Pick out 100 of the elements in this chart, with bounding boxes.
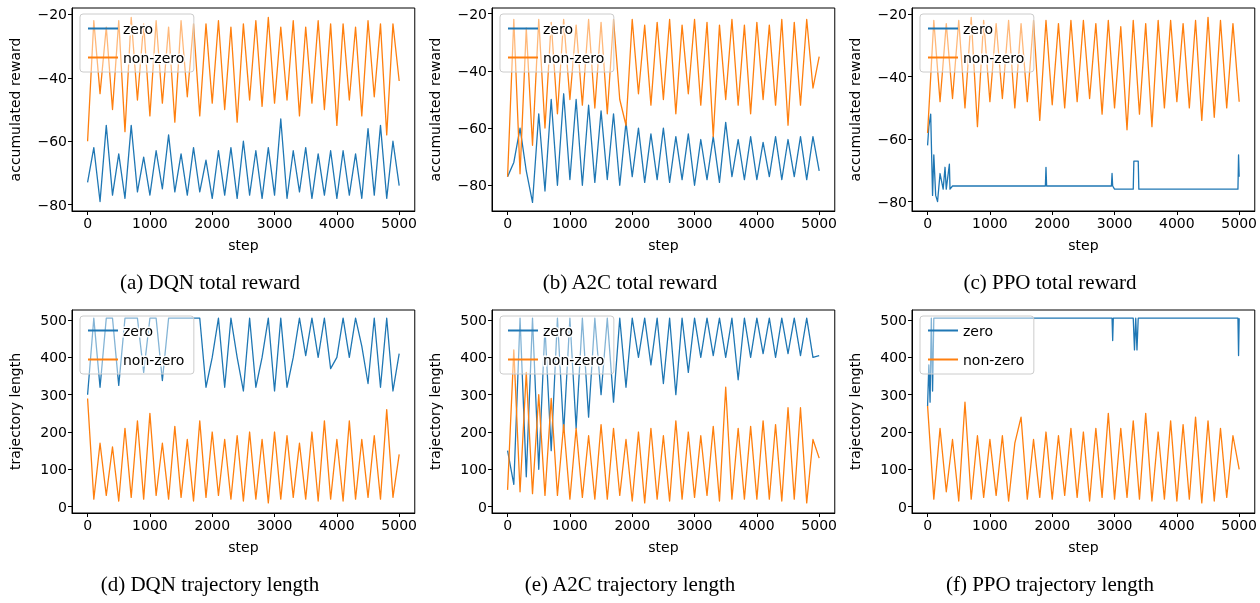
y-axis-title: accumulated reward: [847, 37, 863, 182]
x-tick-label: 2000: [194, 215, 231, 231]
x-axis-title: step: [1068, 539, 1099, 555]
y-tick-label: −60: [37, 133, 67, 150]
line-series: [506, 349, 820, 504]
legend-label: zero: [123, 20, 153, 37]
legend-label: non-zero: [123, 351, 185, 368]
x-tick-label: 1000: [132, 517, 168, 533]
line-series: [86, 16, 400, 142]
y-tick-label: 300: [460, 386, 487, 403]
y-axis-title: trajectory length: [847, 352, 863, 471]
y-tick-label: 0: [58, 498, 67, 515]
text: (a) DQN total reward: [119, 269, 301, 294]
line-series: [86, 317, 400, 396]
line-series: [506, 18, 820, 178]
legend-label: zero: [123, 322, 153, 339]
x-tick-label: 4000: [739, 215, 775, 231]
y-tick-label: 0: [478, 498, 487, 515]
y-axis-title: trajectory length: [7, 352, 23, 471]
x-tick-label: 4000: [739, 517, 775, 533]
y-axis-title: accumulated reward: [7, 37, 23, 182]
x-tick-label: 5000: [1221, 215, 1258, 231]
x-tick-label: 3000: [676, 517, 713, 533]
x-tick-label: 5000: [1221, 517, 1258, 533]
x-tick-label: 4000: [319, 517, 355, 533]
legend-label: zero: [543, 322, 573, 339]
legend-label: non-zero: [543, 49, 605, 66]
legend-label: non-zero: [963, 351, 1025, 368]
y-tick-label: −20: [877, 6, 907, 23]
x-axis-title: step: [648, 539, 679, 555]
y-tick-label: 500: [880, 312, 907, 329]
y-tick-label: 500: [460, 312, 487, 329]
text: (d) DQN trajectory length: [100, 571, 320, 596]
y-axis-title: trajectory length: [427, 352, 443, 471]
x-tick-label: 0: [83, 517, 93, 533]
x-tick-label: 0: [923, 215, 933, 231]
x-tick-label: 5000: [801, 215, 838, 231]
x-tick-label: 2000: [614, 215, 651, 231]
x-tick-label: 5000: [801, 517, 838, 533]
x-tick-label: 3000: [1096, 215, 1133, 231]
y-tick-label: −20: [37, 6, 67, 23]
x-tick-label: 1000: [552, 215, 588, 231]
x-tick-label: 2000: [194, 517, 231, 533]
x-tick-label: 0: [503, 517, 513, 533]
text: (e) A2C trajectory length: [524, 571, 736, 596]
y-tick-label: 400: [40, 349, 67, 366]
x-axis-title: step: [648, 237, 679, 253]
x-tick-label: 3000: [256, 517, 293, 533]
y-tick-label: 100: [460, 461, 487, 478]
legend-label: non-zero: [963, 49, 1025, 66]
x-tick-label: 4000: [1159, 215, 1195, 231]
x-tick-label: 5000: [381, 215, 418, 231]
x-axis-title: step: [228, 539, 259, 555]
y-tick-label: 400: [460, 349, 487, 366]
x-tick-label: 1000: [972, 215, 1008, 231]
y-tick-label: −40: [457, 62, 487, 79]
text: (b) A2C total reward: [542, 269, 718, 294]
y-axis-title: accumulated reward: [427, 37, 443, 182]
line-series: [86, 118, 400, 203]
x-tick-label: 5000: [381, 517, 418, 533]
line-series: [926, 16, 1240, 134]
x-tick-label: 0: [923, 517, 933, 533]
y-tick-label: 200: [460, 424, 487, 441]
x-tick-label: 4000: [319, 215, 355, 231]
x-tick-label: 3000: [256, 215, 293, 231]
line-series: [86, 397, 400, 504]
y-tick-label: −40: [37, 69, 67, 86]
x-tick-label: 2000: [614, 517, 651, 533]
y-tick-label: 100: [40, 461, 67, 478]
line-series: [506, 93, 820, 204]
line-series: [926, 401, 1240, 504]
legend-label: non-zero: [543, 351, 605, 368]
x-tick-label: 2000: [1034, 215, 1071, 231]
x-tick-label: 4000: [1159, 517, 1195, 533]
y-tick-label: 200: [40, 424, 67, 441]
y-tick-label: 300: [40, 386, 67, 403]
y-tick-label: 0: [898, 498, 907, 515]
y-tick-label: −40: [877, 68, 907, 85]
x-tick-label: 1000: [972, 517, 1008, 533]
line-series: [926, 317, 1240, 407]
x-axis-title: step: [1068, 237, 1099, 253]
y-tick-label: −80: [457, 177, 487, 194]
x-tick-label: 0: [503, 215, 513, 231]
y-tick-label: −80: [37, 196, 67, 213]
y-tick-label: −80: [877, 193, 907, 210]
x-tick-label: 3000: [1096, 517, 1133, 533]
x-tick-label: 3000: [676, 215, 713, 231]
y-tick-label: 200: [880, 424, 907, 441]
y-tick-label: −60: [877, 131, 907, 148]
x-tick-label: 2000: [1034, 517, 1071, 533]
x-axis-title: step: [228, 237, 259, 253]
x-tick-label: 1000: [552, 517, 588, 533]
y-tick-label: −20: [457, 5, 487, 22]
line-series: [506, 317, 820, 485]
y-tick-label: 400: [880, 349, 907, 366]
y-tick-label: 300: [880, 386, 907, 403]
text: (c) PPO total reward: [963, 269, 1138, 294]
y-tick-label: 100: [880, 461, 907, 478]
x-tick-label: 1000: [132, 215, 168, 231]
legend-label: zero: [963, 20, 993, 37]
